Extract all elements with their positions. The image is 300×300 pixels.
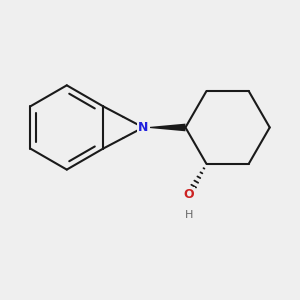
Polygon shape xyxy=(143,124,185,131)
Text: H: H xyxy=(184,210,193,220)
Text: N: N xyxy=(138,121,148,134)
Text: O: O xyxy=(183,188,194,202)
